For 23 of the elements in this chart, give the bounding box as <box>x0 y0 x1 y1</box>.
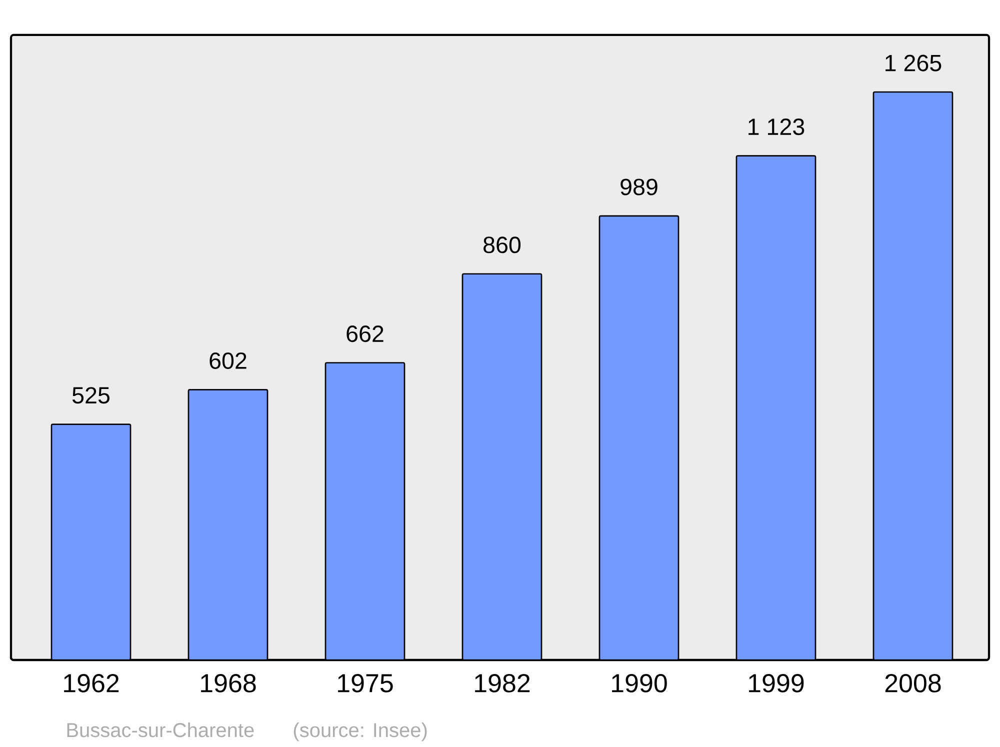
data-label: 1 123 <box>748 118 804 136</box>
x-tick-label: 2008 <box>885 674 941 692</box>
bar <box>872 91 954 660</box>
data-label: 1 265 <box>886 54 942 72</box>
bar <box>324 362 406 660</box>
data-label: 860 <box>484 236 521 254</box>
x-tick-label: 1999 <box>749 674 804 692</box>
data-label: 662 <box>346 326 384 342</box>
x-tick-label: 1962 <box>64 674 119 692</box>
bar <box>462 273 542 660</box>
x-tick-label: 1990 <box>612 674 667 692</box>
text: (source: Insee) <box>294 722 427 742</box>
x-tick-label: 1968 <box>201 674 256 692</box>
text: Bussac-sur-Charente <box>67 722 254 738</box>
bar <box>50 424 132 660</box>
data-label: 989 <box>620 178 658 196</box>
bar <box>736 155 816 660</box>
x-tick-label: 1982 <box>475 674 530 692</box>
x-tick-label: 1975 <box>338 674 393 692</box>
data-label: 602 <box>210 352 246 370</box>
bar <box>598 215 680 660</box>
data-label: 525 <box>72 387 110 404</box>
bar <box>188 389 268 660</box>
